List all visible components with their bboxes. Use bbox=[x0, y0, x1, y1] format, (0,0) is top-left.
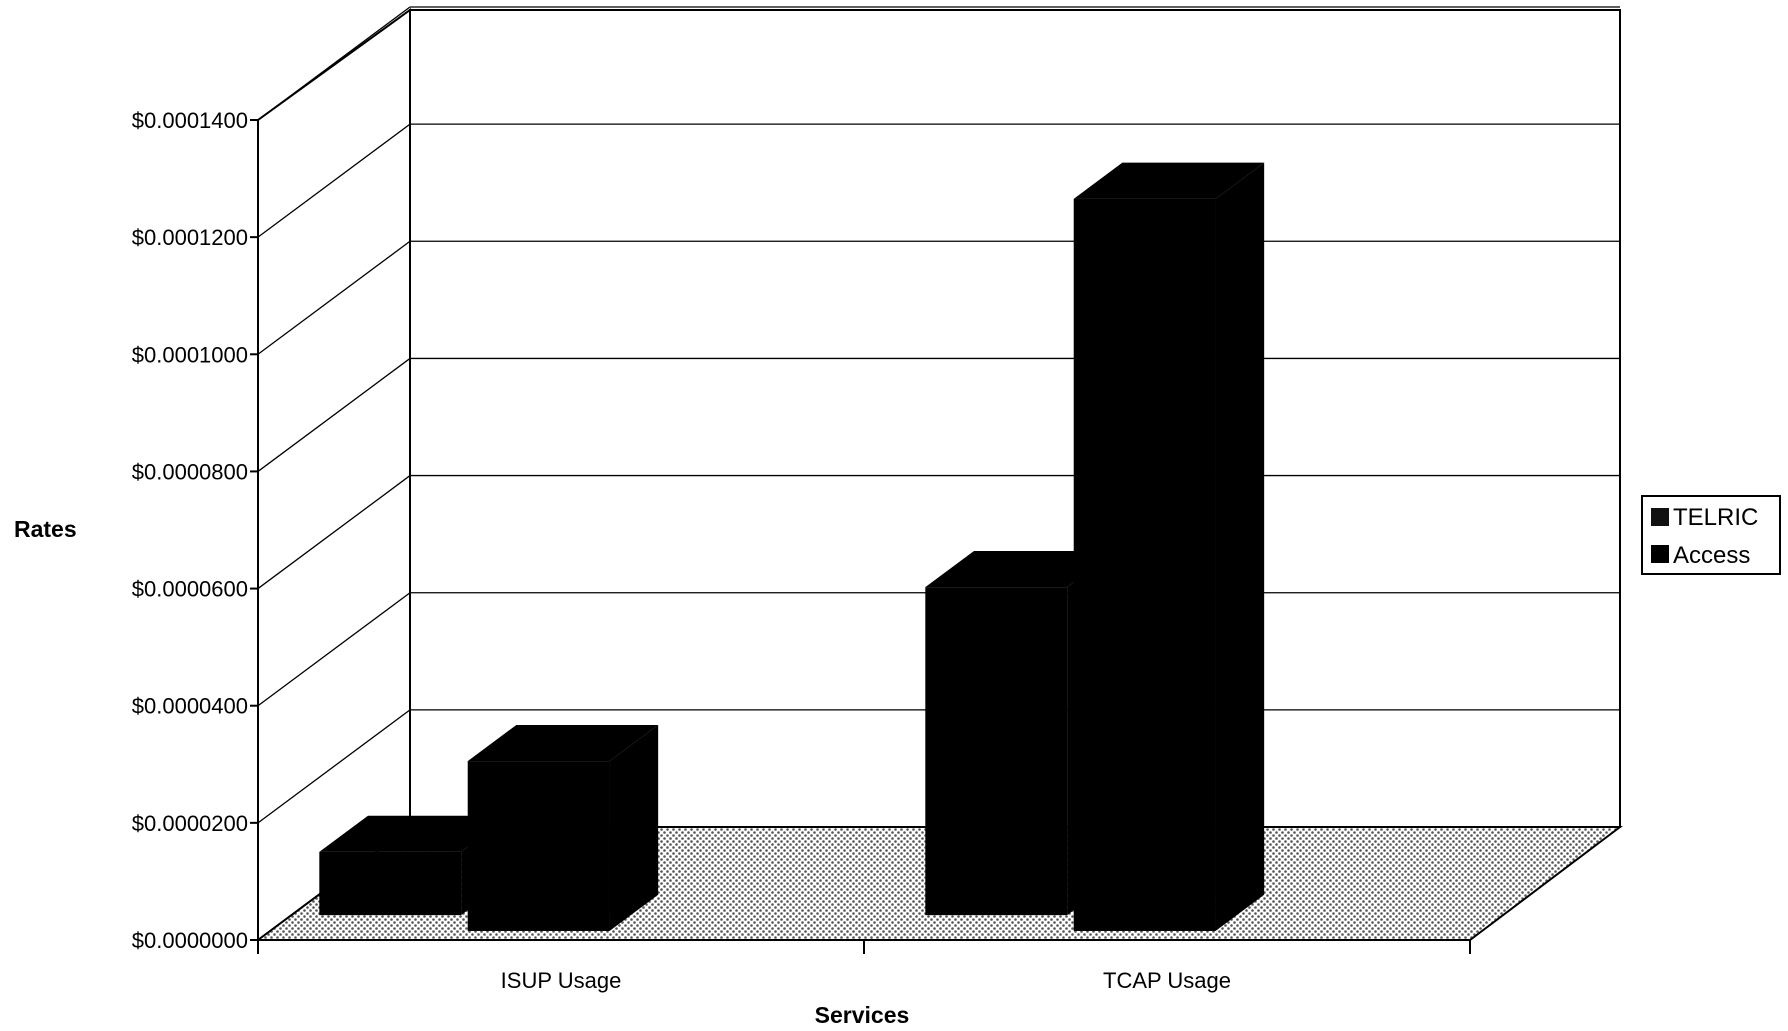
side-gridline bbox=[257, 240, 411, 355]
bar-front bbox=[467, 761, 610, 931]
y-tick-label: $0.0000800 bbox=[132, 459, 248, 484]
bar-top bbox=[1073, 162, 1265, 199]
legend-label-telric: TELRIC bbox=[1673, 504, 1758, 531]
y-tick-label: $0.0000600 bbox=[132, 577, 248, 602]
y-tick-label: $0.0001200 bbox=[132, 225, 248, 250]
bar-top bbox=[467, 724, 659, 762]
x-axis-ticks: ISUP Usage TCAP Usage bbox=[257, 939, 1471, 993]
y-axis-ticks: $0.0000000 $0.0000200 $0.0000400 $0.0000600… bbox=[132, 108, 259, 953]
legend-swatch-telric bbox=[1651, 508, 1669, 526]
side-gridline bbox=[257, 123, 411, 238]
y-tick-label: $0.0000400 bbox=[132, 694, 248, 719]
legend-swatch-access bbox=[1651, 545, 1669, 563]
x-axis-title: Services bbox=[815, 1002, 910, 1028]
x-tick-label: TCAP Usage bbox=[1103, 968, 1231, 993]
y-axis-title: Rates bbox=[14, 516, 77, 542]
side-gridline bbox=[257, 592, 411, 707]
side-gridline bbox=[257, 6, 411, 121]
bar-side bbox=[609, 724, 659, 931]
x-tick-label: ISUP Usage bbox=[501, 968, 622, 993]
bars bbox=[319, 162, 1265, 931]
y-tick-label: $0.0000000 bbox=[132, 928, 248, 953]
legend: TELRIC Access bbox=[1641, 495, 1781, 575]
side-gridline bbox=[257, 357, 411, 472]
bar-access-2 bbox=[1073, 162, 1265, 931]
gridlines bbox=[257, 6, 1620, 824]
side-gridline bbox=[257, 709, 411, 824]
side-wall bbox=[257, 8, 411, 942]
bar-side bbox=[1215, 162, 1265, 931]
bar-top bbox=[925, 550, 1116, 588]
bar-top bbox=[319, 815, 510, 852]
y-tick-label: $0.0001400 bbox=[132, 108, 248, 133]
bar-front bbox=[319, 851, 462, 916]
y-tick-label: $0.0000200 bbox=[132, 811, 248, 836]
bar-front bbox=[925, 587, 1068, 916]
bar-access-1 bbox=[467, 724, 659, 931]
side-gridline bbox=[257, 475, 411, 590]
y-tick-label: $0.0001000 bbox=[132, 342, 248, 367]
bar-front bbox=[1073, 198, 1216, 931]
legend-label-access: Access bbox=[1673, 542, 1750, 569]
